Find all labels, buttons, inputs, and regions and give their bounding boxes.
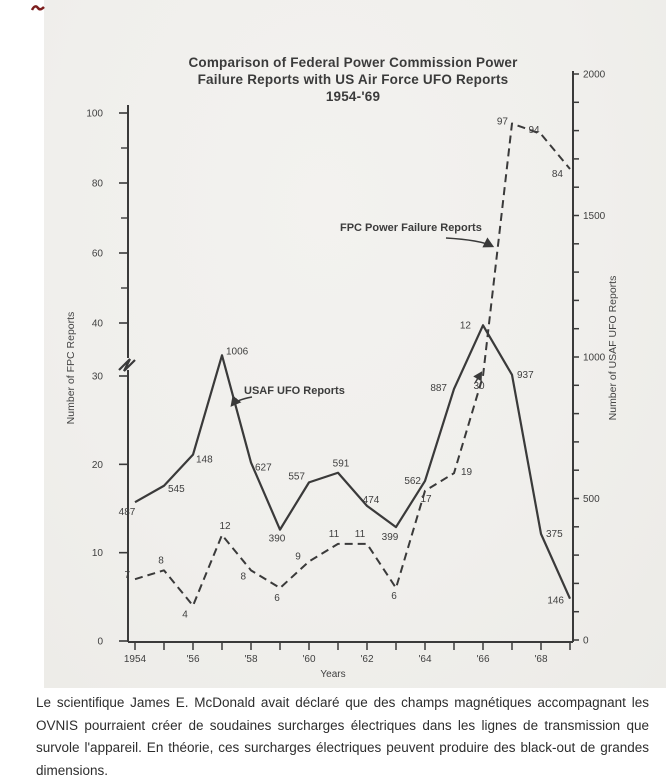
x-axis-tick-label: '62 [360,654,373,665]
left-axis-tick-label: 0 [97,637,103,648]
fpc-series-line [134,122,571,607]
point-label: 9 [295,552,301,563]
point-label: 937 [517,370,534,381]
point-label: 146 [547,596,564,607]
chart-title-line2: Failure Reports with US Air Force UFO Re… [197,72,509,87]
point-label: 399 [382,532,399,543]
point-label: 1006 [226,346,249,357]
point-label: 19 [461,467,473,478]
chart-title-line3: 1954-'69 [325,89,381,104]
point-label: 11 [355,529,366,540]
point-label: 6 [391,591,397,602]
point-label: 8 [158,555,164,566]
point-label: 390 [269,534,286,545]
axis-break-mark [118,358,136,372]
chart-title: Comparison of Federal Power Commission P… [103,54,603,105]
x-axis-tick-label: 1954 [124,654,147,665]
point-label: 11 [329,529,340,540]
left-axis-tick-label: 30 [92,372,104,383]
chart-title-line1: Comparison of Federal Power Commission P… [188,55,518,70]
annotation-arrow-usaf [230,395,253,407]
left-axis-tick-label: 10 [92,548,104,559]
point-label-arrow-30 [473,371,483,384]
point-label: 562 [404,476,421,487]
point-label: 627 [255,463,272,474]
x-axis-tick-label: '60 [302,654,315,665]
point-label: 148 [196,455,213,466]
left-axis-title: Number of FPC Reports [65,311,77,425]
right-axis-tick-label: 2000 [583,70,606,81]
point-label: 487 [119,507,136,518]
point-label: 12 [219,521,231,532]
scanned-chart-paper [44,0,666,688]
point-label: 7 [124,570,130,581]
left-axis-tick-label: 40 [92,319,104,330]
point-label: 97 [497,117,509,128]
point-label: 474 [363,495,380,506]
annotation-arrow-fpc [445,237,495,248]
left-axis-tick-label: 80 [92,179,104,190]
point-label: 887 [430,383,447,394]
point-label: 8 [240,571,246,582]
x-axis-tick-label: '68 [534,654,547,665]
point-label: 591 [333,459,350,470]
right-axis-title: Number of USAF UFO Reports [607,275,619,421]
left-axis-tick-label: 100 [86,109,103,120]
right-axis-tick-label: 500 [583,494,600,505]
annotation-usaf-ufo-reports: USAF UFO Reports [244,385,345,397]
left-axis-tick-label: 20 [92,460,104,471]
point-label: 4 [182,610,188,621]
x-axis-title: Years [320,669,345,680]
left-axis-tick-label: 60 [92,249,104,260]
point-label: 17 [420,494,432,505]
right-axis-tick-label: 1000 [583,353,606,364]
ufo-series-line [134,324,572,600]
chart-canvas: USAF UFO Reports FPC Power Failure Repor… [30,5,606,680]
right-axis-tick-label: 1500 [583,211,606,222]
red-scan-mark [30,5,45,11]
x-axis-tick-label: '64 [418,654,431,665]
point-label: 94 [528,125,540,136]
x-axis-tick-label: '58 [244,654,257,665]
point-label: 30 [473,381,485,392]
x-axis-tick-label: '66 [476,654,489,665]
annotation-fpc-power-failure-reports: FPC Power Failure Reports [340,222,482,234]
point-label: 84 [552,169,564,180]
x-axis-tick-label: '56 [186,654,199,665]
point-label: 545 [168,484,185,495]
right-axis-tick-label: 0 [583,636,589,647]
point-label: 375 [546,529,563,540]
caption-text: Le scientifique James E. McDonald avait … [36,695,649,778]
point-label: 6 [274,593,280,604]
point-label: 12 [460,320,472,331]
point-label: 557 [288,471,305,482]
